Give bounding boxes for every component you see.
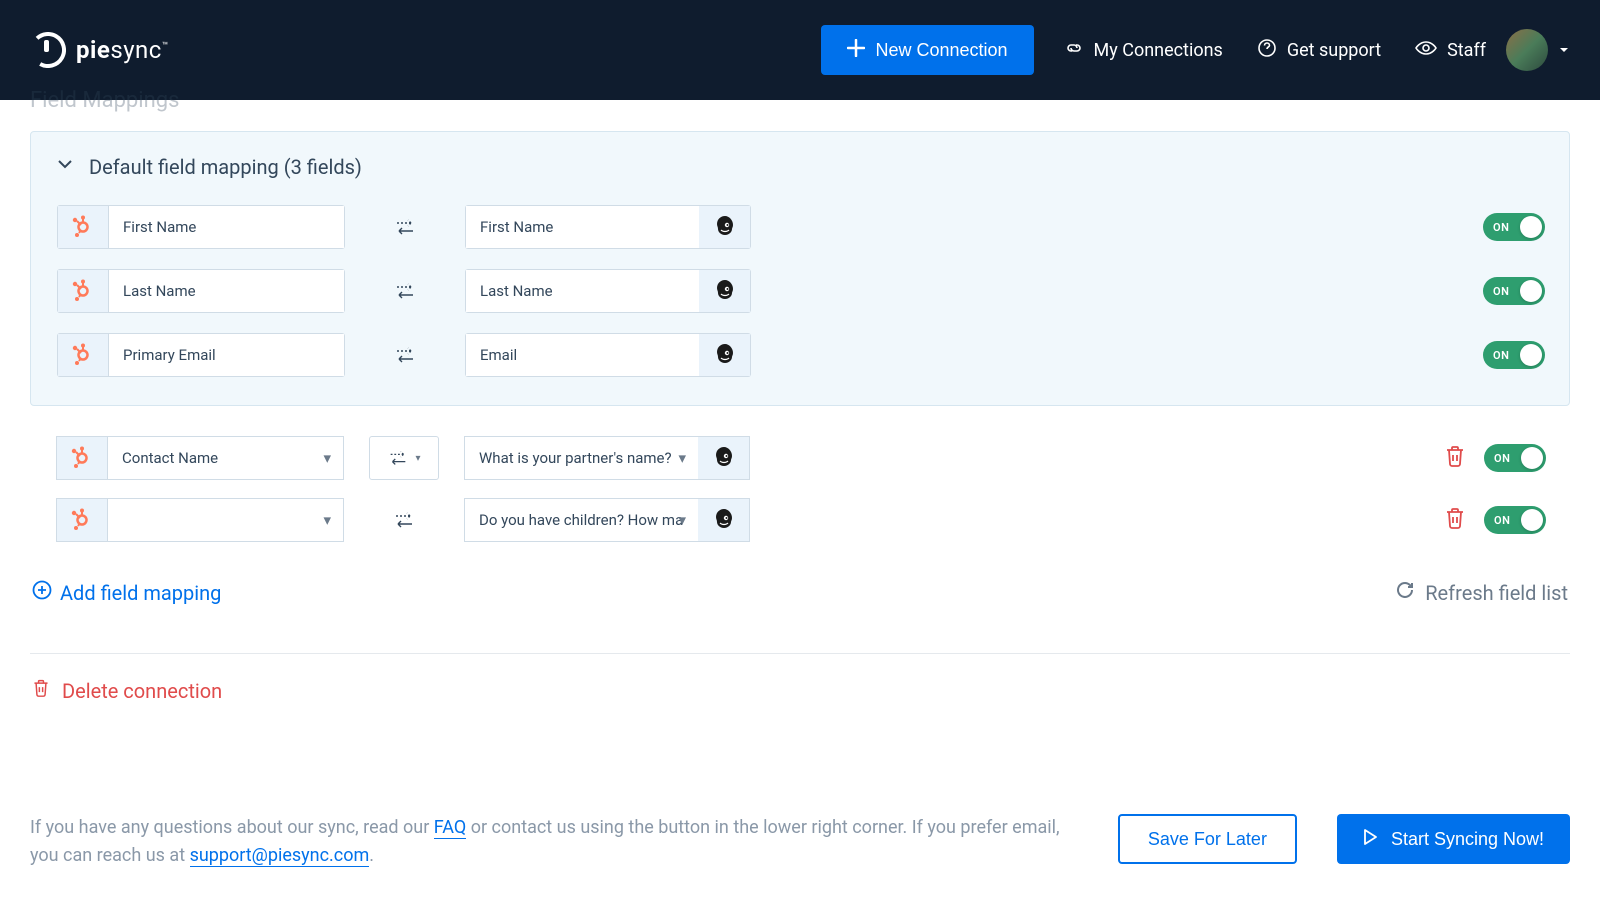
mailchimp-icon — [698, 498, 750, 542]
mapping-row: First Name First Name ON — [55, 205, 1545, 249]
new-connection-button[interactable]: New Connection — [821, 25, 1033, 75]
sync-direction-icon — [344, 508, 464, 532]
field-label: Primary Email — [109, 333, 345, 377]
plus-circle-icon — [32, 580, 52, 605]
mailchimp-icon — [699, 333, 751, 377]
mapping-row: ▾ Do you have children? How ma▾ ON — [54, 498, 1546, 542]
mapping-toggle[interactable]: ON — [1484, 444, 1546, 472]
mailchimp-icon — [699, 205, 751, 249]
brand-logo[interactable]: piesync™ — [30, 32, 169, 68]
mapping-row: Last Name Last Name ON — [55, 269, 1545, 313]
plus-icon — [847, 39, 865, 62]
eye-icon — [1415, 37, 1437, 64]
trash-icon — [32, 678, 50, 703]
field-label: Last Name — [109, 269, 345, 313]
sync-direction-icon — [345, 343, 465, 367]
field-label: First Name — [109, 205, 345, 249]
source-field-select[interactable]: ▾ — [56, 498, 344, 542]
hubspot-icon — [56, 498, 108, 542]
dropdown-icon: ▾ — [323, 511, 331, 529]
mapping-toggle[interactable]: ON — [1483, 341, 1545, 369]
help-icon — [1257, 38, 1277, 63]
mailchimp-icon — [698, 436, 750, 480]
dropdown-icon: ▾ — [678, 449, 686, 467]
target-field-select[interactable]: What is your partner's name? ▾ — [464, 436, 750, 480]
default-mapping-toggle[interactable]: Default field mapping (3 fields) — [55, 154, 1545, 179]
divider — [30, 653, 1570, 654]
start-syncing-button[interactable]: Start Syncing Now! — [1337, 814, 1570, 864]
link-icon — [1064, 38, 1084, 63]
nav-staff[interactable]: Staff — [1415, 37, 1486, 64]
field-label: Email — [465, 333, 699, 377]
mapping-toggle[interactable]: ON — [1483, 213, 1545, 241]
app-header: piesync™ New Connection My Connections G… — [0, 0, 1600, 100]
footer-help-text: If you have any questions about our sync… — [30, 814, 1078, 870]
page-footer: If you have any questions about our sync… — [30, 814, 1570, 870]
refresh-icon — [1395, 580, 1415, 605]
nav-my-connections[interactable]: My Connections — [1064, 38, 1223, 63]
field-label: First Name — [465, 205, 699, 249]
field-label: Contact Name — [122, 449, 218, 467]
chevron-down-icon — [55, 154, 75, 179]
faq-link[interactable]: FAQ — [434, 817, 466, 839]
mailchimp-icon — [699, 269, 751, 313]
hubspot-icon — [57, 269, 109, 313]
field-label: What is your partner's name? — [479, 449, 672, 467]
target-field: First Name — [465, 205, 751, 249]
sync-direction-icon — [345, 279, 465, 303]
delete-mapping-button[interactable] — [1444, 506, 1466, 534]
source-field-select[interactable]: Contact Name ▾ — [56, 436, 344, 480]
brand-name: piesync™ — [76, 36, 169, 64]
mapping-toggle[interactable]: ON — [1483, 277, 1545, 305]
play-icon — [1363, 829, 1377, 850]
hubspot-icon — [56, 436, 108, 480]
mapping-row: Contact Name ▾ ▾ What is your partner's n… — [54, 436, 1546, 480]
save-for-later-button[interactable]: Save For Later — [1118, 814, 1297, 864]
hubspot-icon — [57, 333, 109, 377]
field-label: Last Name — [465, 269, 699, 313]
dropdown-icon: ▾ — [323, 449, 331, 467]
hubspot-icon — [57, 205, 109, 249]
source-field: First Name — [57, 205, 345, 249]
nav-get-support[interactable]: Get support — [1257, 38, 1381, 63]
support-email-link[interactable]: support@piesync.com — [190, 845, 370, 867]
default-mapping-panel: Default field mapping (3 fields) First N… — [30, 131, 1570, 406]
refresh-field-list-button[interactable]: Refresh field list — [1395, 580, 1568, 605]
user-menu-chevron-icon[interactable] — [1558, 41, 1570, 60]
mapping-row: Primary Email Email ON — [55, 333, 1545, 377]
target-field: Email — [465, 333, 751, 377]
field-label: Do you have children? How ma — [479, 511, 683, 529]
piesync-logo-icon — [30, 32, 66, 68]
source-field: Last Name — [57, 269, 345, 313]
delete-mapping-button[interactable] — [1444, 444, 1466, 472]
dropdown-icon: ▾ — [678, 511, 686, 529]
target-field-select[interactable]: Do you have children? How ma▾ — [464, 498, 750, 542]
user-avatar[interactable] — [1506, 29, 1548, 71]
sync-direction-select[interactable]: ▾ — [369, 436, 439, 480]
mapping-toggle[interactable]: ON — [1484, 506, 1546, 534]
page-title: Field Mappings — [30, 88, 1570, 113]
add-field-mapping-button[interactable]: Add field mapping — [32, 580, 221, 605]
delete-connection-button[interactable]: Delete connection — [30, 678, 1570, 703]
custom-mappings: Contact Name ▾ ▾ What is your partner's n… — [30, 406, 1570, 542]
source-field: Primary Email — [57, 333, 345, 377]
dropdown-icon: ▾ — [415, 453, 420, 464]
sync-direction-icon — [345, 215, 465, 239]
target-field: Last Name — [465, 269, 751, 313]
